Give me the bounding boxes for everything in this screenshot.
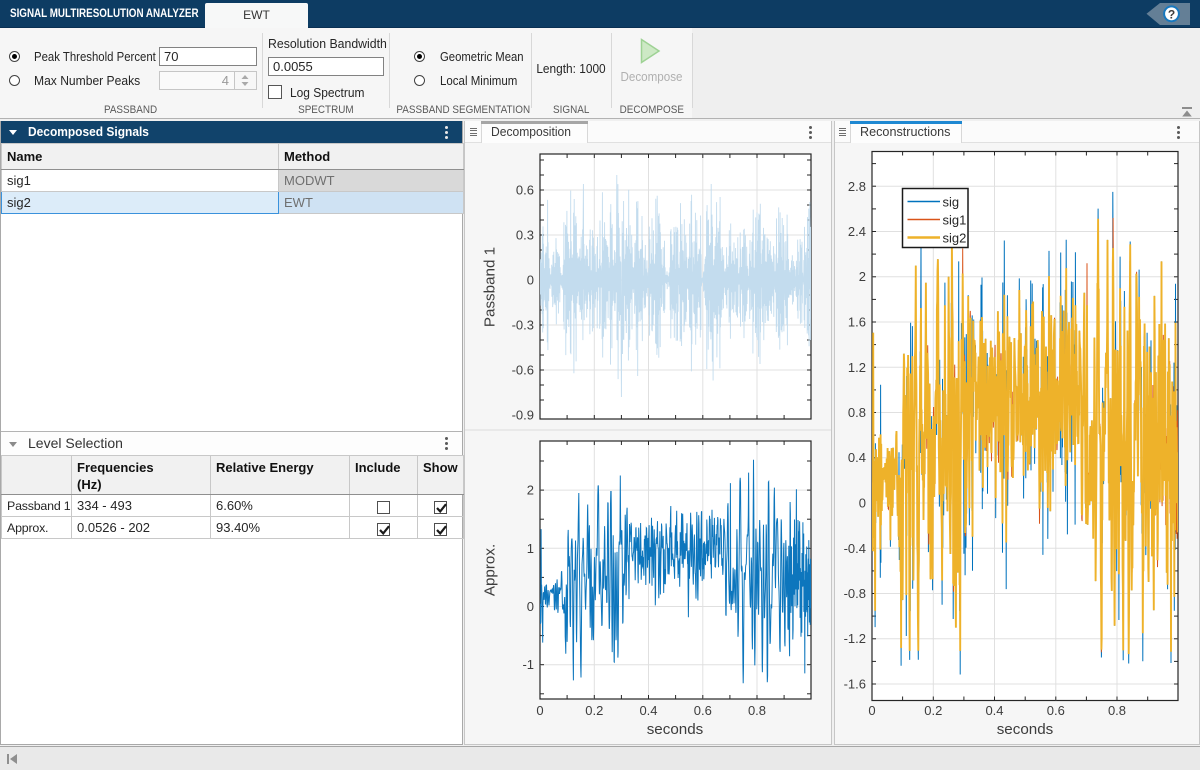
svg-text:sig2: sig2 [943, 230, 967, 245]
svg-text:2.4: 2.4 [848, 224, 866, 239]
svg-text:0.3: 0.3 [516, 228, 534, 243]
svg-text:-1.2: -1.2 [844, 631, 866, 646]
svg-text:0.4: 0.4 [985, 703, 1003, 718]
svg-text:seconds: seconds [997, 721, 1054, 738]
svg-text:0.8: 0.8 [848, 405, 866, 420]
svg-text:0.8: 0.8 [1108, 703, 1126, 718]
svg-text:0.8: 0.8 [748, 703, 766, 718]
svg-text:2.8: 2.8 [848, 179, 866, 194]
svg-text:0.6: 0.6 [516, 183, 534, 198]
svg-text:0.4: 0.4 [848, 450, 866, 465]
svg-text:sig1: sig1 [943, 212, 967, 227]
svg-text:0: 0 [527, 273, 534, 288]
svg-text:-0.4: -0.4 [844, 541, 866, 556]
svg-text:1.6: 1.6 [848, 315, 866, 330]
svg-text:-0.8: -0.8 [844, 586, 866, 601]
svg-text:seconds: seconds [647, 721, 704, 738]
svg-text:1.2: 1.2 [848, 360, 866, 375]
svg-text:-0.6: -0.6 [512, 363, 534, 378]
svg-text:0: 0 [868, 703, 875, 718]
svg-text:sig: sig [943, 194, 960, 209]
svg-text:0.2: 0.2 [585, 703, 603, 718]
svg-text:-0.9: -0.9 [512, 408, 534, 423]
svg-text:-1: -1 [522, 657, 534, 672]
svg-text:Passband 1: Passband 1 [482, 247, 499, 327]
svg-text:0.6: 0.6 [1047, 703, 1065, 718]
svg-text:0.6: 0.6 [694, 703, 712, 718]
svg-text:0: 0 [527, 599, 534, 614]
svg-text:0: 0 [536, 703, 543, 718]
svg-text:-0.3: -0.3 [512, 318, 534, 333]
svg-text:-1.6: -1.6 [844, 677, 866, 692]
svg-text:2: 2 [527, 483, 534, 498]
svg-text:?: ? [1168, 7, 1175, 21]
svg-text:2: 2 [859, 269, 866, 284]
svg-text:1: 1 [527, 541, 534, 556]
svg-text:0.4: 0.4 [639, 703, 657, 718]
svg-text:0: 0 [859, 496, 866, 511]
svg-text:0.2: 0.2 [924, 703, 942, 718]
svg-text:Approx.: Approx. [482, 544, 499, 596]
